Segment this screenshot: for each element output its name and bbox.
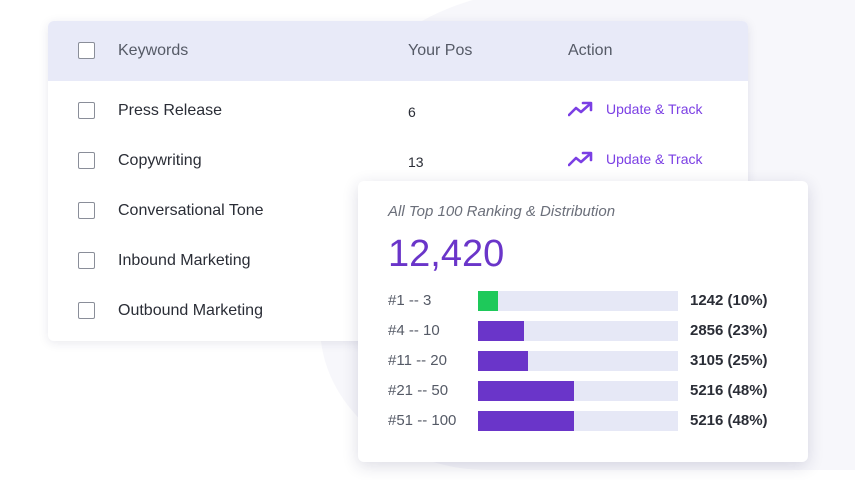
distribution-bar-fill: [478, 351, 528, 371]
action-column-header: Action: [568, 42, 613, 59]
row-checkbox[interactable]: [78, 152, 95, 169]
distribution-row: #4 -- 10 2856 (23%): [388, 321, 798, 341]
rank-range-label: #11 -- 20: [388, 352, 447, 369]
distribution-bar-track: [478, 381, 678, 401]
update-track-label: Update & Track: [606, 151, 703, 167]
distribution-bar-track: [478, 291, 678, 311]
rank-range-label: #1 -- 3: [388, 292, 432, 309]
rank-count-value: 1242 (10%): [690, 292, 768, 309]
distribution-bar-track: [478, 351, 678, 371]
ranking-distribution-card: All Top 100 Ranking & Distribution 12,42…: [358, 181, 808, 462]
rank-range-label: #4 -- 10: [388, 322, 440, 339]
distribution-bar-fill: [478, 381, 574, 401]
rank-range-label: #51 -- 100: [388, 412, 457, 429]
rank-count-value: 2856 (23%): [690, 322, 768, 339]
distribution-bar-fill: [478, 291, 498, 311]
distribution-bar-track: [478, 321, 678, 341]
keyword-label: Outbound Marketing: [118, 302, 263, 319]
row-checkbox[interactable]: [78, 202, 95, 219]
keywords-column-header[interactable]: Keywords: [118, 42, 189, 59]
rank-count-value: 5216 (48%): [690, 382, 768, 399]
distribution-bar-track: [478, 411, 678, 431]
row-checkbox[interactable]: [78, 302, 95, 319]
keyword-label: Inbound Marketing: [118, 252, 251, 269]
update-track-label: Update & Track: [606, 101, 703, 117]
distribution-row: #11 -- 20 3105 (25%): [388, 351, 798, 371]
row-checkbox[interactable]: [78, 102, 95, 119]
distribution-bar-fill: [478, 411, 574, 431]
row-checkbox[interactable]: [78, 252, 95, 269]
rank-count-value: 5216 (48%): [690, 412, 768, 429]
position-column-header[interactable]: Your Pos: [408, 42, 473, 59]
select-all-checkbox[interactable]: [78, 42, 95, 59]
keyword-label: Press Release: [118, 102, 223, 119]
keyword-label: Copywriting: [118, 152, 202, 169]
distribution-row: #51 -- 100 5216 (48%): [388, 411, 798, 431]
update-track-button[interactable]: Update & Track: [568, 151, 703, 167]
rank-count-value: 3105 (25%): [690, 352, 768, 369]
keyword-label: Conversational Tone: [118, 202, 264, 219]
update-track-button[interactable]: Update & Track: [568, 101, 703, 117]
trending-up-icon: [568, 151, 593, 167]
table-header: Keywords Your Pos Action: [48, 21, 748, 81]
rank-range-label: #21 -- 50: [388, 382, 449, 399]
distribution-row: #21 -- 50 5216 (48%): [388, 381, 798, 401]
distribution-bar-fill: [478, 321, 524, 341]
position-value: 6: [408, 104, 416, 120]
distribution-row: #1 -- 3 1242 (10%): [388, 291, 798, 311]
total-rankings-value: 12,420: [388, 233, 505, 275]
position-value: 13: [408, 154, 424, 170]
trending-up-icon: [568, 101, 593, 117]
distribution-title: All Top 100 Ranking & Distribution: [388, 203, 616, 220]
